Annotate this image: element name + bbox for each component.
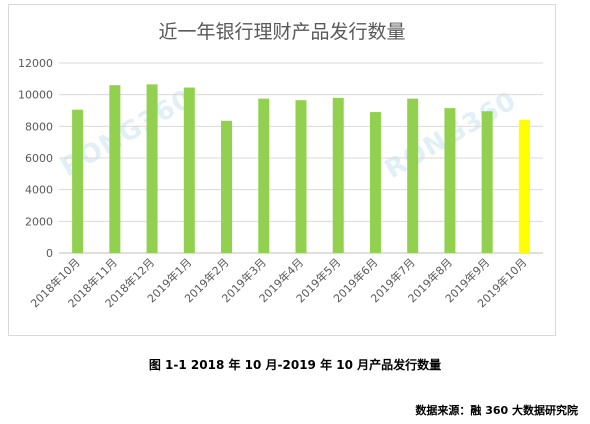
bar bbox=[295, 100, 307, 253]
y-tick-label: 12000 bbox=[18, 57, 53, 70]
bar bbox=[221, 120, 233, 254]
bar bbox=[146, 84, 158, 253]
figure-caption: 图 1-1 2018 年 10 月-2019 年 10 月产品发行数量 bbox=[148, 358, 442, 372]
bar bbox=[444, 108, 456, 253]
chart-frame: 近一年银行理财产品发行数量 RONG360 RONG360 0200040006… bbox=[8, 4, 556, 336]
bar bbox=[72, 109, 84, 253]
bar bbox=[407, 98, 419, 253]
bar bbox=[109, 85, 121, 254]
bar bbox=[183, 87, 195, 254]
bar-chart: 0200040006000800010000120002018年10月2018年… bbox=[18, 57, 543, 310]
bar bbox=[518, 120, 530, 253]
bar bbox=[332, 97, 344, 253]
y-tick-label: 4000 bbox=[25, 184, 53, 197]
data-source: 数据来源：融 360 大数据研究院 bbox=[415, 404, 578, 417]
y-tick-label: 0 bbox=[46, 247, 53, 260]
bar bbox=[481, 111, 493, 254]
y-tick-label: 2000 bbox=[25, 215, 53, 228]
chart-title: 近一年银行理财产品发行数量 bbox=[158, 21, 406, 43]
y-tick-label: 10000 bbox=[18, 89, 53, 102]
bar bbox=[258, 98, 270, 253]
y-tick-label: 8000 bbox=[25, 120, 53, 133]
y-tick-label: 6000 bbox=[25, 152, 53, 165]
bar bbox=[369, 112, 381, 253]
